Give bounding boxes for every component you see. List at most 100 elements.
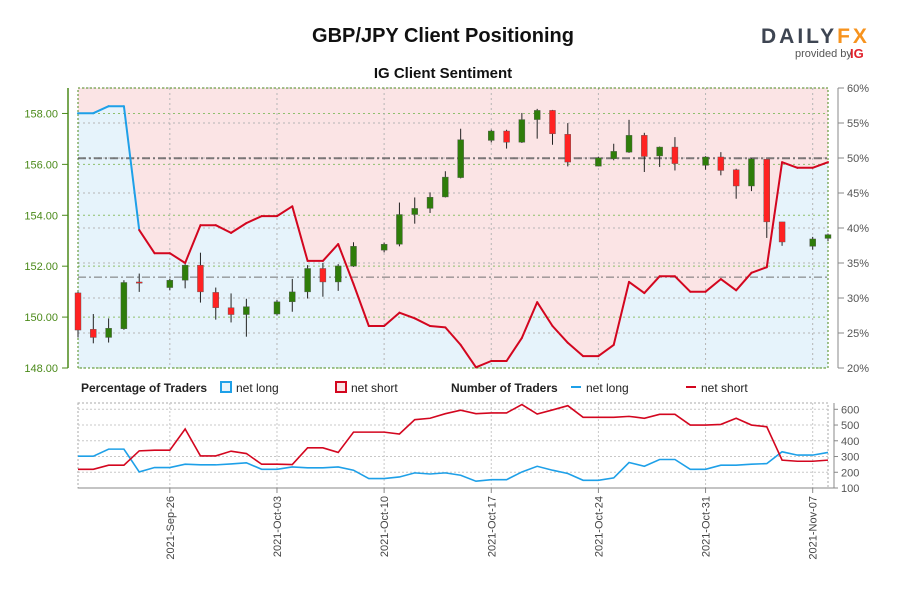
candle xyxy=(105,318,112,343)
price-tick-label: 152.00 xyxy=(24,261,58,273)
candle xyxy=(442,171,449,198)
candle-body xyxy=(518,119,526,143)
pct-tick-label: 30% xyxy=(847,293,869,305)
candle-body xyxy=(227,307,235,315)
candle-body xyxy=(564,134,571,163)
sentiment-line-segment xyxy=(321,243,340,262)
lower-tick-label: 300 xyxy=(841,452,859,464)
lower-tick-label: 600 xyxy=(841,404,859,416)
legend-pct-short-swatch xyxy=(335,381,347,393)
sentiment-line-segment xyxy=(551,325,569,344)
candle xyxy=(319,262,327,297)
sentiment-line-segment xyxy=(612,280,631,346)
sentiment-line-segment xyxy=(643,275,661,295)
candle-body xyxy=(763,159,770,223)
candle xyxy=(289,278,296,312)
candle-body xyxy=(90,329,97,338)
date-tick-label: 2021-Oct-31 xyxy=(701,496,713,557)
candle-body xyxy=(411,208,418,215)
net-short-count-line xyxy=(78,403,829,471)
candle-body xyxy=(243,306,250,315)
sentiment-line-segment xyxy=(628,280,646,295)
candle xyxy=(518,112,526,143)
sentiment-line-segment xyxy=(122,105,141,232)
candle xyxy=(457,128,464,179)
sentiment-line-segment xyxy=(291,205,309,262)
candle xyxy=(304,265,311,299)
candle-body xyxy=(105,328,112,338)
candle xyxy=(136,273,143,292)
lower-tick-label: 400 xyxy=(841,436,859,448)
candle-body xyxy=(273,301,281,315)
pct-tick-label: 35% xyxy=(847,258,869,270)
sentiment-line-segment xyxy=(429,325,447,329)
candle xyxy=(748,158,755,192)
sentiment-line-segment xyxy=(413,317,432,327)
net-long-count-line xyxy=(78,448,829,483)
pct-tick-label: 50% xyxy=(847,153,869,165)
pct-tick-label: 40% xyxy=(847,223,869,235)
plot-border xyxy=(77,87,829,369)
candle xyxy=(717,152,725,176)
date-tick-label: 2021-Oct-10 xyxy=(379,496,391,557)
sentiment-line-segment xyxy=(168,252,187,264)
candle xyxy=(350,242,357,267)
legend-num-heading: Number of Traders xyxy=(451,381,558,395)
date-tick-label: 2021-Oct-03 xyxy=(272,496,284,557)
candle-body xyxy=(212,292,219,308)
candle xyxy=(702,156,709,170)
sentiment-line-segment xyxy=(704,278,722,293)
sentiment-line-segment xyxy=(398,311,416,320)
candle xyxy=(564,123,571,167)
candle xyxy=(595,156,602,167)
date-tick-label: 2021-Oct-24 xyxy=(593,496,605,557)
sentiment-line-segment xyxy=(811,161,829,169)
candle xyxy=(197,252,204,303)
candle-body xyxy=(809,238,816,247)
candle-body xyxy=(549,110,556,135)
candle-body xyxy=(396,214,403,245)
candle xyxy=(549,109,556,145)
candle-body xyxy=(533,110,541,120)
sentiment-line-segment xyxy=(275,205,294,218)
legend-num-long: net long xyxy=(586,381,629,395)
candle-body xyxy=(166,279,174,288)
pct-tick-label: 55% xyxy=(847,118,869,130)
candle-body xyxy=(748,158,755,187)
candle xyxy=(273,300,281,316)
lower-tick-label: 500 xyxy=(841,420,859,432)
candle-body xyxy=(136,281,143,284)
legend-pct-long: net long xyxy=(236,381,279,395)
candle xyxy=(641,132,648,172)
candle-body xyxy=(488,130,495,141)
candle xyxy=(533,108,541,139)
candle-body xyxy=(442,176,449,198)
candle xyxy=(488,129,495,143)
candle xyxy=(503,129,510,149)
candle-body xyxy=(778,221,786,243)
price-tick-label: 150.00 xyxy=(24,312,58,324)
sentiment-line-segment xyxy=(337,243,355,285)
candle-body xyxy=(319,268,327,283)
sentiment-line-segment xyxy=(92,105,110,115)
candle xyxy=(166,278,174,291)
pct-tick-label: 60% xyxy=(847,83,869,95)
candle xyxy=(411,197,418,224)
lower-tick-label: 100 xyxy=(841,483,859,495)
sentiment-line-segment xyxy=(444,326,462,346)
sentiment-line-segment xyxy=(750,266,768,274)
sentiment-line-segment xyxy=(781,161,799,169)
candle-body xyxy=(610,151,617,159)
legend-pct-short: net short xyxy=(351,381,398,395)
price-sentiment-plot: 20% 25% 30% 35% 40% 45% 50% 55% 60% 148.00 150.00 1… xyxy=(24,83,869,375)
candle-body xyxy=(824,234,832,239)
candle-body xyxy=(732,169,740,187)
candle-body xyxy=(503,130,510,143)
price-tick-label: 158.00 xyxy=(24,108,58,120)
sentiment-line-segment xyxy=(184,224,202,264)
candle xyxy=(227,293,235,323)
sentiment-line-segment xyxy=(245,215,263,225)
candle-body xyxy=(457,139,464,178)
candle xyxy=(809,236,816,250)
candle xyxy=(181,264,189,289)
